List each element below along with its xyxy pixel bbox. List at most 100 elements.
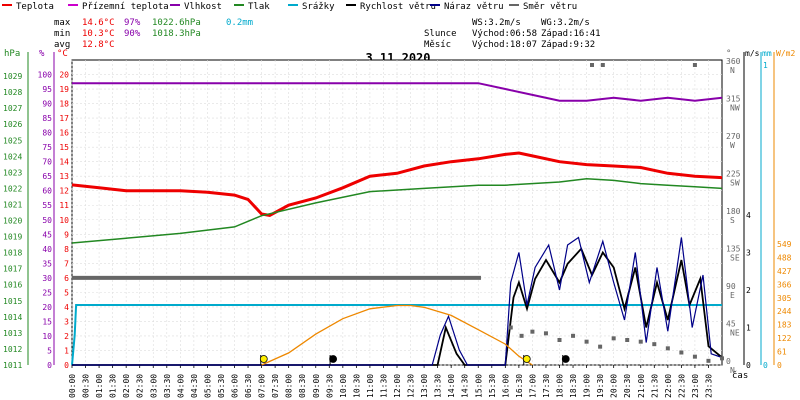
x-tick-label: 10:00 (339, 374, 348, 398)
wind-dir-point (519, 333, 524, 338)
tick-label-pressure: 1027 (3, 104, 22, 113)
wind-dir-point (652, 342, 657, 347)
tick-label-temperature: 2 (64, 332, 69, 341)
tick-label-temperature: 3 (64, 317, 69, 326)
sun-label: Slunce (424, 29, 457, 39)
stats-max-hum: 97% (124, 18, 141, 28)
wind-dir-point (692, 354, 697, 359)
tick-label-pressure: 1013 (3, 329, 22, 338)
tick-label-humidity: 0 (47, 361, 52, 370)
x-tick-label: 08:30 (298, 374, 307, 398)
x-tick-label: 22:00 (664, 374, 673, 398)
x-tick-label: 07:30 (271, 374, 280, 398)
tick-label-humidity: 65 (42, 172, 52, 181)
series-line-solar (261, 304, 533, 366)
wind-dir-point (720, 356, 724, 361)
stats-max-label: max (54, 18, 71, 28)
wind-dir-point (625, 338, 630, 342)
tick-label-temperature: 13 (59, 172, 69, 181)
stats-min-label: min (54, 29, 70, 39)
moon-rise: Východ:18:07 (472, 40, 537, 50)
tick-label-temperature: 5 (64, 288, 69, 297)
x-tick-label: 17:30 (542, 374, 551, 398)
tick-label-humidity: 60 (42, 187, 52, 196)
tick-label-humidity: 55 (42, 201, 52, 210)
x-tick-label: 02:30 (136, 374, 145, 398)
x-tick-label: 20:30 (623, 374, 632, 398)
axis-title-hpa: hPa (4, 49, 20, 59)
series-line-teplota (71, 151, 723, 217)
tick-label-humidity: 15 (42, 317, 52, 326)
tick-label-wind-speed: 2 (746, 286, 751, 295)
tick-label-wind-dir: 0 (726, 357, 731, 366)
wind-dir-point (590, 63, 594, 67)
wind-dir-point (571, 333, 576, 338)
x-tick-label: 17:00 (528, 374, 537, 398)
tick-label-humidity: 10 (42, 332, 52, 341)
x-tick-label: 09:00 (312, 374, 321, 398)
wind-dir-point (611, 336, 616, 341)
x-tick-label: 03:30 (163, 374, 172, 398)
wind-dir-point (665, 346, 670, 351)
axis-title-ms: m/s (745, 49, 760, 58)
wind-dir-point (600, 63, 605, 67)
x-tick-label: 06:30 (244, 374, 253, 398)
x-tick-label: 16:00 (501, 374, 510, 398)
tick-label-temperature: 9 (64, 230, 69, 239)
wind-dir-point (543, 331, 548, 336)
tick-label-pressure: 1015 (3, 297, 22, 306)
tick-label-solar: 183 (777, 321, 792, 330)
tick-label-pressure: 1017 (3, 265, 22, 274)
tick-label-wind-dir: 225 (726, 170, 741, 179)
marker-moonrise (561, 355, 570, 363)
x-tick-label: 02:00 (122, 374, 131, 398)
legend: Teplota Přízemní teplota Vlhkost Tlak Srážky… (2, 2, 577, 12)
series-line-n-raz-v-tru (72, 236, 723, 366)
x-tick-label: 20:00 (610, 374, 619, 398)
axis-title-degree: ° (726, 49, 731, 59)
x-tick-label: 01:00 (95, 374, 104, 398)
tick-label-wind-dir-compass: W (730, 141, 735, 150)
tick-label-humidity: 35 (42, 259, 52, 268)
axis-title-mm: mm (762, 49, 772, 58)
tick-label-temperature: 18 (59, 100, 69, 109)
gray-bar (72, 275, 481, 280)
tick-label-solar: 549 (777, 240, 792, 249)
x-tick-label: 11:00 (366, 374, 375, 398)
stats-panel: max 14.6°C 97% 1022.6hPa 0.2mm min 10.3°… (54, 18, 601, 50)
x-tick-label: 00:00 (68, 374, 77, 398)
moon-set: Západ:9:32 (541, 40, 595, 50)
tick-label-humidity: 25 (42, 288, 52, 297)
tick-label-humidity: 5 (47, 346, 52, 355)
x-axis: 00:00 00:30 01:00 01:30 02:00 02:30 03:00 03:30… (68, 365, 713, 398)
tick-label-wind-dir: 270 (726, 132, 741, 141)
x-tick-label: 21:30 (650, 374, 659, 398)
x-tick-label: 06:00 (231, 374, 240, 398)
stats-max-press: 1022.6hPa (152, 18, 201, 28)
x-tick-label: 15:30 (488, 374, 497, 398)
tick-label-wind-dir-compass: N (730, 366, 735, 375)
legend-label: Srážky (302, 2, 335, 12)
tick-label-temperature: 14 (59, 158, 69, 167)
x-tick-label: 23:30 (704, 374, 713, 398)
tick-label-wind-dir: 45 (726, 320, 736, 329)
legend-label: Přízemní teplota (82, 2, 169, 12)
tick-label-pressure: 1011 (3, 361, 22, 370)
tick-label-solar: 0 (777, 361, 782, 370)
tick-label-humidity: 100 (38, 71, 53, 80)
tick-label-wind-speed: 4 (746, 211, 751, 220)
axis-title-celsius: °C (57, 49, 68, 59)
x-tick-label: 13:00 (420, 374, 429, 398)
legend-label: Teplota (16, 2, 54, 12)
x-tick-label: 07:00 (258, 374, 267, 398)
stats-min-press: 1018.3hPa (152, 29, 201, 39)
tick-label-temperature: 8 (64, 245, 69, 254)
x-tick-label: 16:30 (515, 374, 524, 398)
tick-label-humidity: 80 (42, 129, 52, 138)
marker-sunrise (259, 355, 268, 363)
series-line-tlak (71, 178, 723, 244)
axis-title-time: čas (732, 370, 748, 381)
tick-label-pressure: 1016 (3, 281, 22, 290)
axis-title-wm2: W/m2 (776, 49, 795, 58)
